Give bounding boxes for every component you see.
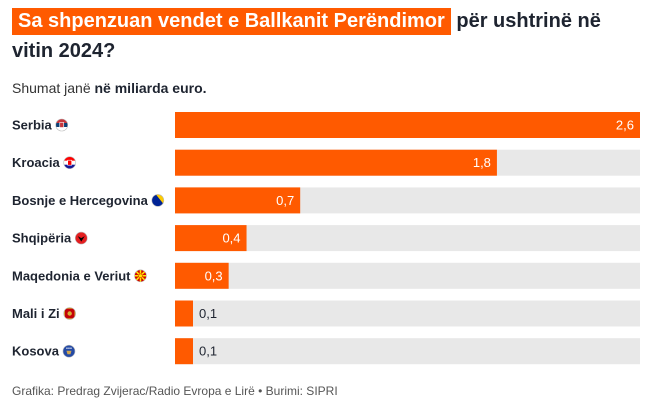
bar <box>175 300 193 327</box>
category-label: Shqipëria <box>12 231 72 246</box>
value-label: 0,3 <box>205 268 223 283</box>
category-label: Bosnje e Hercegovina <box>12 193 149 208</box>
albania-flag-icon <box>74 231 88 245</box>
value-label: 1,8 <box>473 155 491 170</box>
subtitle-unit: në miliarda euro. <box>94 80 207 96</box>
value-label: 0,1 <box>199 306 217 321</box>
value-label: 0,7 <box>276 193 294 208</box>
value-label: 0,4 <box>222 231 240 246</box>
subtitle-prefix: Shumat janë <box>12 80 91 96</box>
bar-chart: Serbia 2,6 Kroacia 1,8 Bosnje e Hercegovina 0… <box>12 112 640 365</box>
bar-track <box>175 338 640 365</box>
chart-subtitle: Shumat janë në miliarda euro. <box>12 80 207 96</box>
title-rest: për ushtrinë në vitin 2024? <box>12 10 601 62</box>
kosovo-flag-icon <box>62 344 76 358</box>
value-label: 2,6 <box>616 118 634 133</box>
category-label: Serbia <box>12 118 53 133</box>
north-macedonia-flag-icon <box>134 269 147 283</box>
bar <box>175 187 301 214</box>
title-highlight: Sa shpenzuan vendet e Ballkanit Perëndim… <box>12 8 451 35</box>
chart-title: Sa shpenzuan vendet e Ballkanit Perëndim… <box>12 6 632 66</box>
bar-track <box>175 225 640 252</box>
value-label: 0,1 <box>199 344 217 359</box>
montenegro-flag-icon <box>63 307 76 320</box>
croatia-flag-icon <box>63 156 77 170</box>
serbia-flag-icon <box>55 118 69 132</box>
bar <box>175 225 247 252</box>
bar <box>175 262 229 289</box>
bar <box>175 112 640 138</box>
bar <box>175 149 497 176</box>
category-label: Kroacia <box>12 155 60 170</box>
bosnia-flag-icon <box>151 194 165 207</box>
category-label: Kosova <box>12 344 60 359</box>
bar-track <box>175 262 640 289</box>
bar-track <box>175 300 640 327</box>
category-label: Maqedonia e Veriut <box>12 268 131 283</box>
chart-footer: Grafika: Predrag Zvijerac/Radio Evropa e… <box>12 384 338 398</box>
bar <box>175 338 193 365</box>
category-label: Mali i Zi <box>12 306 60 321</box>
